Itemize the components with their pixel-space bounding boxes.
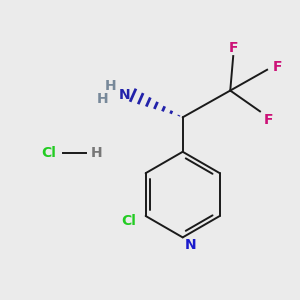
Text: H: H (91, 146, 102, 160)
Text: N: N (184, 238, 196, 252)
Text: N: N (118, 88, 130, 102)
Text: F: F (273, 60, 283, 74)
Text: F: F (264, 113, 274, 127)
Text: Cl: Cl (122, 214, 136, 228)
Text: H: H (97, 92, 108, 106)
Text: H: H (104, 79, 116, 93)
Text: F: F (229, 41, 238, 55)
Text: Cl: Cl (41, 146, 56, 160)
